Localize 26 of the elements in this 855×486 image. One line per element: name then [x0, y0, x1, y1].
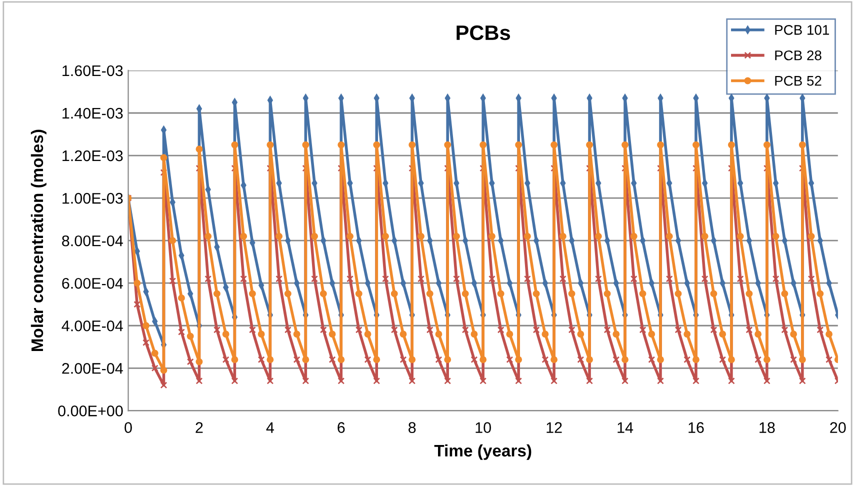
- x-tick-label: 18: [760, 422, 775, 434]
- chart-title: PCBs: [456, 25, 510, 40]
- x-tick-label: 10: [476, 422, 491, 434]
- x-tick-label: 0: [124, 422, 132, 434]
- y-tick-label: 1.40E-03: [62, 108, 123, 119]
- x-tick-label: 12: [546, 422, 562, 433]
- y-tick-label: 1.00E-03: [62, 192, 123, 204]
- y-tick-label: 4.00E-04: [62, 320, 123, 332]
- legend-label: PCB 52: [775, 76, 822, 86]
- y-axis-title: Molar concentration (moles): [30, 130, 46, 352]
- y-tick-label: 1.20E-03: [62, 150, 123, 162]
- legend-label: PCB 28: [775, 50, 822, 60]
- x-tick-label: 20: [830, 422, 846, 434]
- legend-label: PCB 101: [775, 25, 829, 35]
- x-tick-label: 16: [688, 422, 704, 434]
- y-tick-label: 6.00E-04: [62, 278, 123, 289]
- y-tick-label: 8.00E-04: [62, 235, 123, 246]
- x-axis-title: Time (years): [434, 444, 532, 460]
- x-tick-label: 2: [196, 422, 203, 433]
- y-tick-label: 1.60E-03: [62, 65, 123, 76]
- x-tick-label: 4: [266, 422, 274, 433]
- y-tick-label: 2.00E-04: [62, 363, 123, 374]
- y-tick-label: 0.00E+00: [58, 406, 123, 416]
- x-tick-label: 6: [338, 422, 345, 434]
- x-tick-label: 14: [618, 422, 634, 433]
- x-tick-label: 8: [408, 422, 416, 434]
